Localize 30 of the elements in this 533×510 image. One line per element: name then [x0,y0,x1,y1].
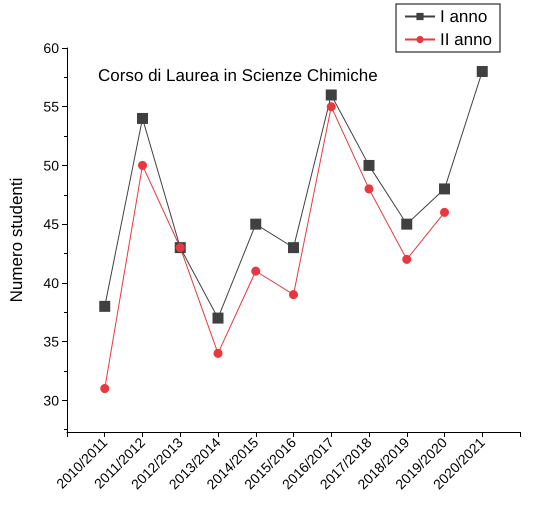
point [476,66,488,77]
point [212,312,224,324]
point [364,184,374,194]
point [402,254,412,264]
legend-label: I anno [440,7,488,26]
point [401,218,412,230]
y-tick-label: 35 [43,334,60,350]
point [288,242,299,254]
point [326,89,337,100]
y-tick-label: 55 [43,98,60,115]
point [326,102,336,112]
y-tick-label: 50 [43,157,60,174]
point [137,112,148,124]
text: Corso di Laurea in Scienze Chimiche [98,66,378,85]
y-tick-label: 30 [43,392,60,408]
y-tick-label: 45 [43,216,60,232]
y-tick-label: 60 [43,40,60,56]
point [289,290,298,300]
point [364,160,374,171]
y-axis-title: Numero studenti [7,178,26,302]
y-tick-label: 40 [43,274,60,291]
point [439,183,450,194]
point [99,300,110,312]
legend-label: II anno [440,30,492,49]
point [440,208,449,217]
point [251,266,260,276]
point [138,160,147,170]
point [250,218,262,230]
point [214,348,222,358]
point [100,384,110,394]
